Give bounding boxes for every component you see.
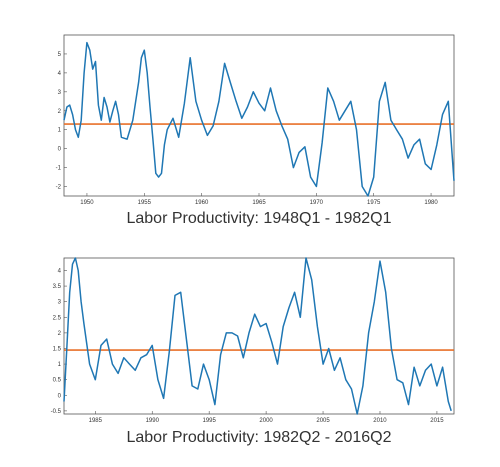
- y-tick-label: 1: [58, 362, 62, 368]
- x-tick-label: 2000: [259, 418, 273, 424]
- y-tick-label: -0.5: [51, 409, 62, 415]
- x-tick-label: 1955: [138, 200, 152, 206]
- x-tick-label: 1970: [310, 200, 324, 206]
- y-tick-label: 2: [58, 331, 62, 337]
- x-tick-labels-bottom: 1985 1990 1995 2000 2005 2010 2015: [89, 411, 444, 424]
- series-line-bottom: [63, 257, 452, 415]
- y-tick-label: 0: [58, 147, 62, 153]
- plot-frame-bottom: [63, 257, 455, 415]
- series-line-top: [63, 41, 455, 197]
- y-tick-labels-top: -2 -1 0 1 2 3 4 5: [56, 52, 67, 191]
- x-tick-label: 1965: [252, 200, 266, 206]
- y-tick-label: 2: [58, 109, 62, 115]
- x-tick-label: 1995: [203, 418, 217, 424]
- y-tick-label: 3: [58, 90, 62, 96]
- x-tick-label: 1975: [367, 200, 381, 206]
- y-tick-label: 1.5: [53, 346, 62, 352]
- x-tick-label: 1985: [89, 418, 103, 424]
- x-tick-label: 2015: [430, 418, 444, 424]
- y-tick-label: 3.5: [53, 284, 62, 290]
- x-tick-label: 1960: [195, 200, 209, 206]
- caption-top: Labor Productivity: 1948Q1 - 1982Q1: [126, 210, 391, 227]
- plot-frame-top: [63, 34, 455, 197]
- y-tick-label: 0: [58, 393, 62, 399]
- x-tick-label: 2010: [373, 418, 387, 424]
- y-tick-label: 2.5: [53, 315, 62, 321]
- y-tick-label: -1: [56, 166, 62, 172]
- y-tick-label: -2: [56, 185, 62, 191]
- y-tick-label: 4: [58, 71, 62, 77]
- x-tick-label: 2005: [316, 418, 330, 424]
- chart-bottom: -0.5 0 0.5 1 1.5 2 2.5 3 3.5 4 1985 1990 1995 2000 20…: [51, 257, 455, 446]
- x-tick-label: 1950: [80, 200, 94, 206]
- x-tick-label: 1990: [146, 418, 160, 424]
- y-tick-label: 0.5: [53, 378, 62, 384]
- y-tick-label: 3: [58, 300, 62, 306]
- y-tick-label: 5: [58, 52, 62, 58]
- x-tick-label: 1980: [424, 200, 438, 206]
- y-tick-labels-bottom: -0.5 0 0.5 1 1.5 2 2.5 3 3.5 4: [51, 268, 67, 415]
- caption-bottom: Labor Productivity: 1982Q2 - 2016Q2: [126, 429, 391, 446]
- x-tick-labels-top: 1950 1955 1960 1965 1970 1975 1980: [80, 193, 438, 206]
- y-tick-label: 4: [58, 268, 62, 274]
- y-tick-label: 1: [58, 128, 62, 134]
